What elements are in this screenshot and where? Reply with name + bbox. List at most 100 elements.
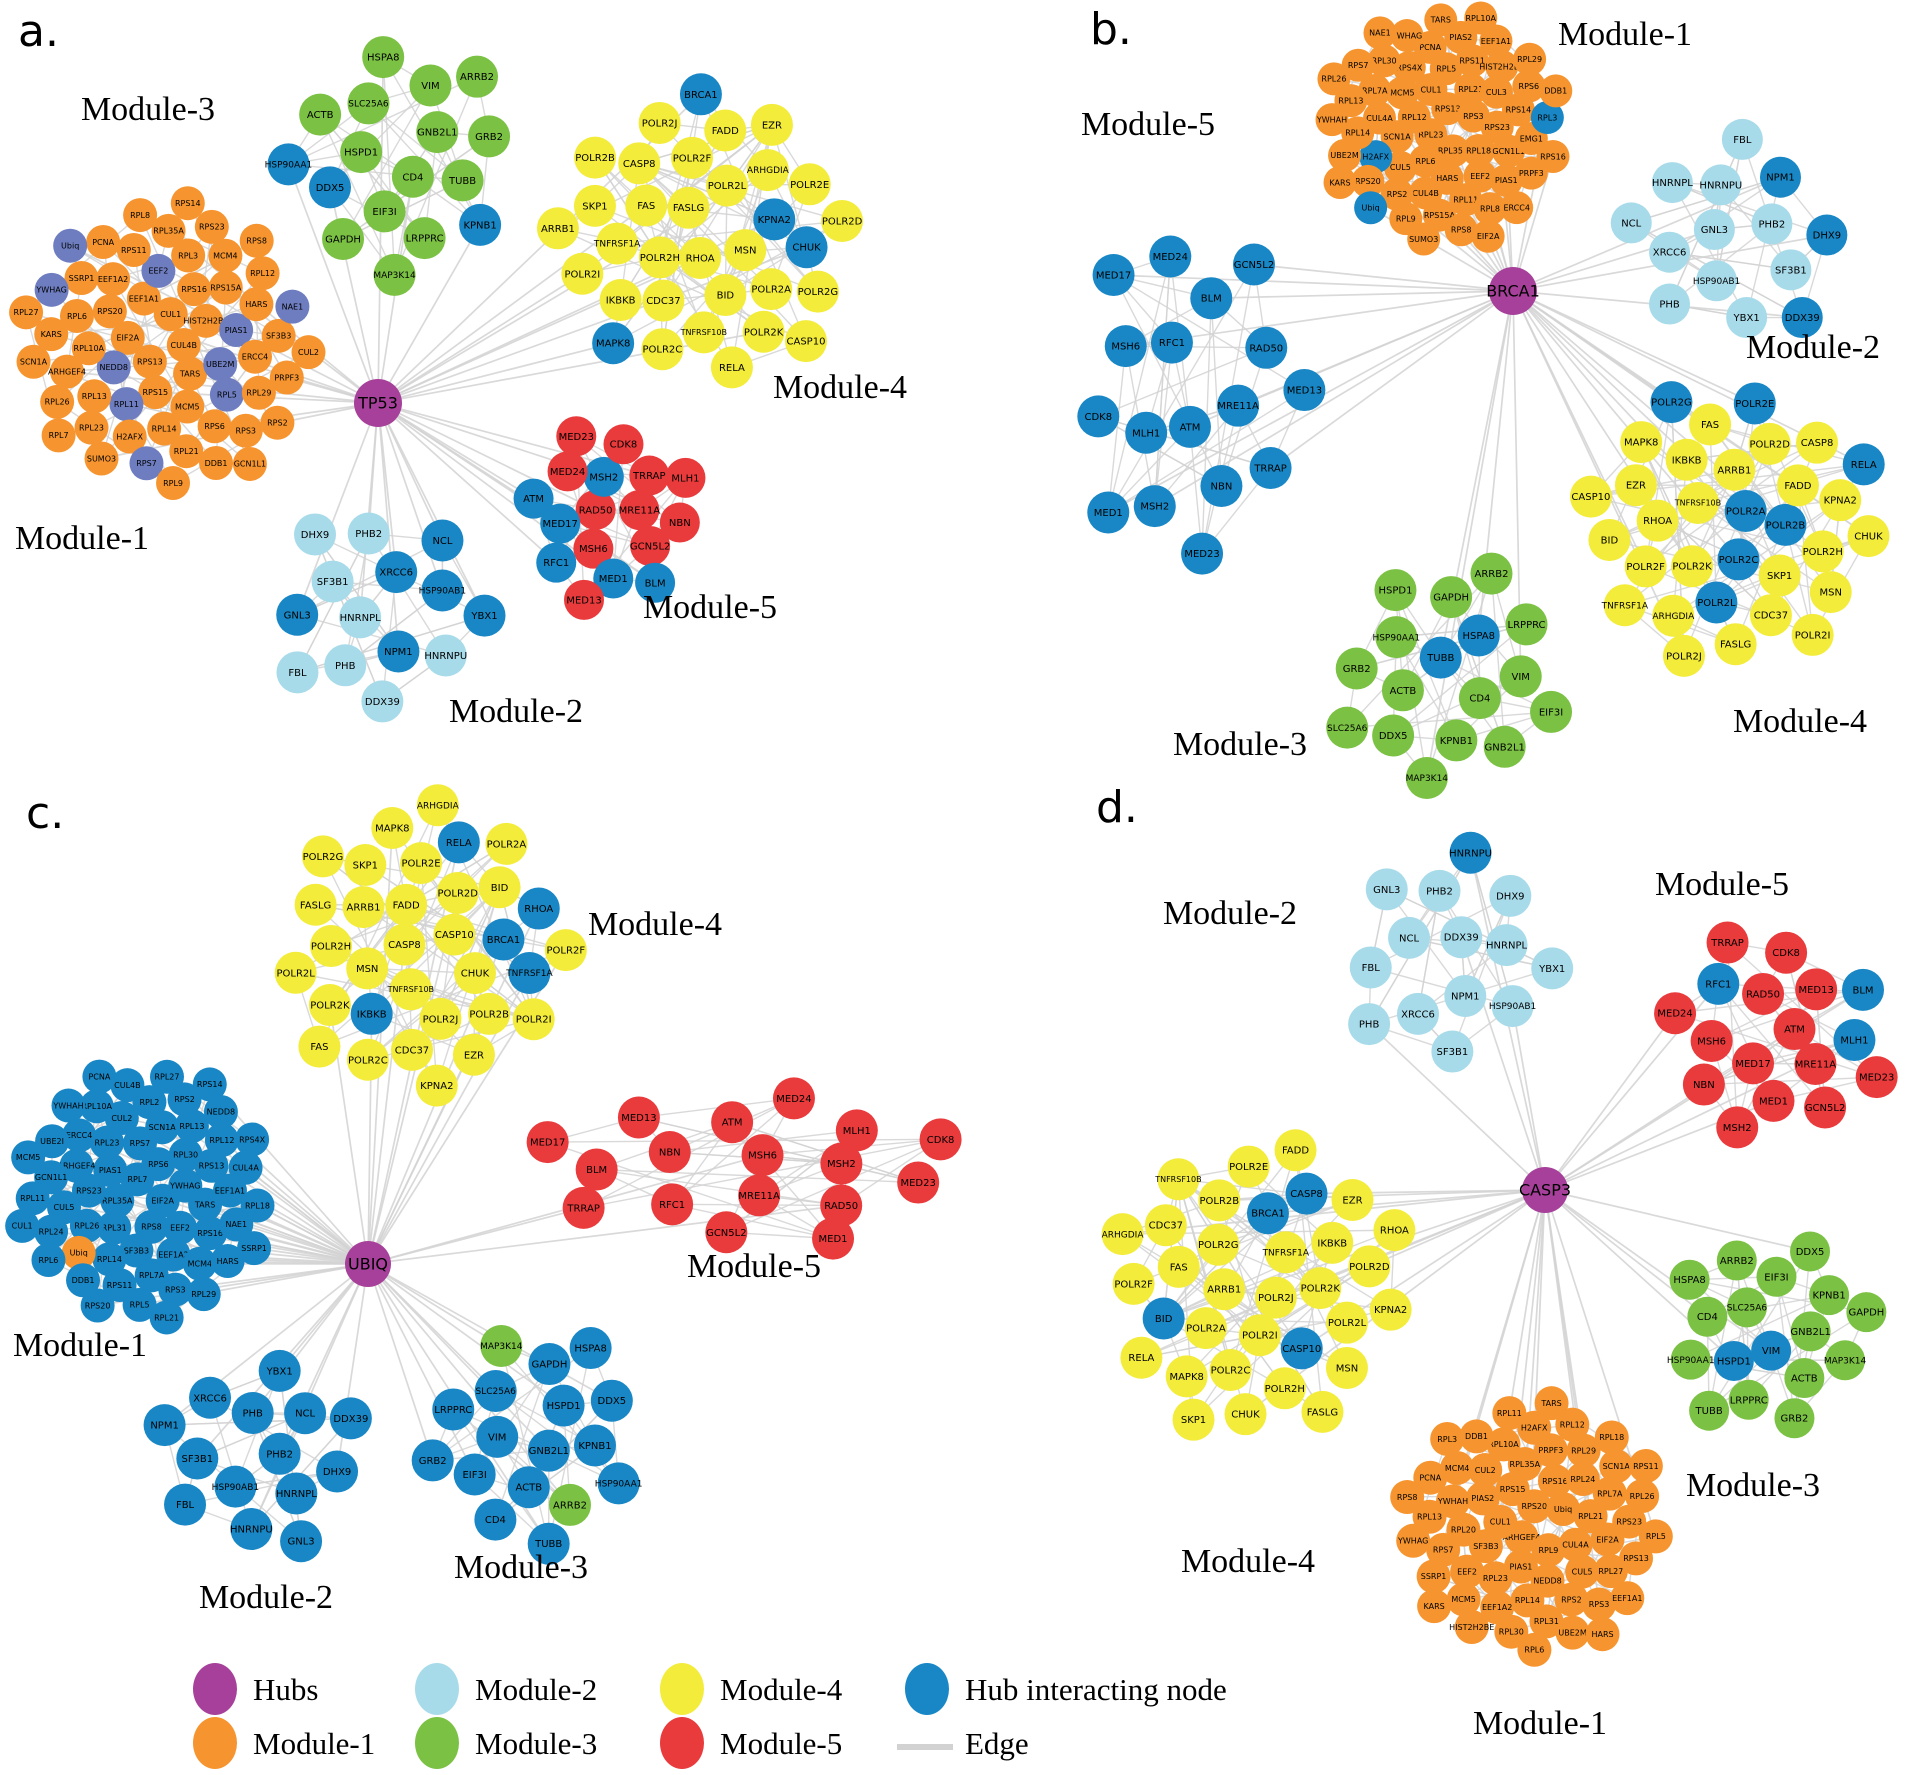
node-bid[interactable] <box>1588 518 1631 561</box>
node-rpl3[interactable] <box>1530 101 1564 135</box>
node-arhgef4[interactable] <box>59 1148 94 1183</box>
node-nedd8[interactable] <box>96 350 131 385</box>
node-casp10[interactable] <box>1569 475 1612 518</box>
node-dhx9[interactable] <box>1806 214 1848 256</box>
node-tnfrsf10b[interactable] <box>682 311 725 354</box>
node-polr2b[interactable] <box>468 992 511 1035</box>
node-rpl10a[interactable] <box>1486 1427 1521 1462</box>
node-phb[interactable] <box>324 644 367 687</box>
node-rps8[interactable] <box>239 223 274 258</box>
hub-node-casp3[interactable] <box>1522 1167 1568 1213</box>
node-rpl26[interactable] <box>40 384 75 419</box>
node-mcm5[interactable] <box>1446 1582 1481 1617</box>
node-cul4a[interactable] <box>1558 1527 1593 1562</box>
node-sf3b1[interactable] <box>176 1437 219 1480</box>
node-hspd1[interactable] <box>1374 569 1417 612</box>
node-rhoa[interactable] <box>1373 1209 1416 1252</box>
node-rpl8[interactable] <box>123 198 158 233</box>
node-ikbkb[interactable] <box>599 278 642 321</box>
node-kpna2[interactable] <box>1819 479 1862 522</box>
node-fas[interactable] <box>1689 403 1732 446</box>
node-arrb2[interactable] <box>1716 1240 1757 1281</box>
node-arhgdia[interactable] <box>416 784 459 827</box>
node-rpl23[interactable] <box>90 1125 125 1160</box>
node-fadd[interactable] <box>704 109 747 152</box>
node-gcn5l2[interactable] <box>1804 1086 1847 1129</box>
node-polr2e[interactable] <box>788 163 831 206</box>
node-ube2m[interactable] <box>1555 1615 1590 1650</box>
node-nae1[interactable] <box>275 289 310 324</box>
node-rpl3[interactable] <box>1430 1421 1465 1456</box>
node-faslg[interactable] <box>294 883 337 926</box>
node-fbl[interactable] <box>1721 118 1763 160</box>
node-tars[interactable] <box>188 1187 223 1222</box>
node-ddx39[interactable] <box>329 1397 372 1440</box>
node-msn[interactable] <box>346 947 389 990</box>
node-rps6[interactable] <box>197 409 232 444</box>
node-rpl13[interactable] <box>1412 1499 1447 1534</box>
node-polr2d[interactable] <box>1748 422 1791 465</box>
node-hnrnpl[interactable] <box>275 1472 318 1515</box>
node-polr2i[interactable] <box>561 252 604 295</box>
node-polr2g[interactable] <box>301 835 344 878</box>
node-polr2g[interactable] <box>796 270 839 313</box>
node-polr2h[interactable] <box>638 236 681 279</box>
node-pcna[interactable] <box>82 1059 117 1094</box>
node-mcm5[interactable] <box>11 1140 46 1175</box>
node-eef2[interactable] <box>141 253 176 288</box>
node-ddb1[interactable] <box>199 446 234 481</box>
node-rps16[interactable] <box>193 1216 228 1251</box>
hub-node-brca1[interactable] <box>1489 267 1537 315</box>
node-kpna2[interactable] <box>753 198 796 241</box>
node-actb[interactable] <box>1381 669 1424 712</box>
node-kpna2[interactable] <box>1369 1288 1412 1331</box>
node-arrb1[interactable] <box>1713 448 1756 491</box>
node-polr2c[interactable] <box>1717 538 1760 581</box>
node-tars[interactable] <box>1534 1386 1569 1421</box>
node-rad50[interactable] <box>575 489 616 530</box>
node-polr2l[interactable] <box>1326 1301 1369 1344</box>
node-rpl23[interactable] <box>74 410 109 445</box>
node-gnl3[interactable] <box>280 1520 323 1563</box>
node-arrb1[interactable] <box>342 886 385 929</box>
node-nbn[interactable] <box>648 1131 691 1174</box>
node-rpl26[interactable] <box>1317 62 1351 96</box>
node-rela[interactable] <box>1120 1336 1163 1379</box>
node-gnb2l1[interactable] <box>1790 1311 1831 1352</box>
node-rpl5[interactable] <box>209 377 244 412</box>
hub-node-tp53[interactable] <box>354 379 402 427</box>
node-med13[interactable] <box>1283 369 1326 412</box>
node-mlh1[interactable] <box>1125 411 1168 454</box>
node-rpl21[interactable] <box>169 434 204 469</box>
node-polr2g[interactable] <box>1197 1223 1240 1266</box>
node-polr2d[interactable] <box>1348 1245 1391 1288</box>
node-actb[interactable] <box>1784 1358 1825 1399</box>
node-rpl14[interactable] <box>92 1242 127 1277</box>
node-rps13[interactable] <box>194 1148 229 1183</box>
node-hspd1[interactable] <box>340 131 383 174</box>
node-scn1a[interactable] <box>145 1110 180 1145</box>
node-cul1[interactable] <box>153 297 188 332</box>
node-slc25a6[interactable] <box>347 82 390 125</box>
node-kpnb1[interactable] <box>459 203 502 246</box>
node-ube2i[interactable] <box>35 1124 70 1159</box>
node-ncl[interactable] <box>1388 916 1431 959</box>
node-polr2f[interactable] <box>1112 1262 1155 1305</box>
node-vim[interactable] <box>1499 655 1542 698</box>
node-polr2e[interactable] <box>1227 1145 1270 1188</box>
node-polr2j[interactable] <box>1662 634 1705 677</box>
node-ybx1[interactable] <box>1726 297 1768 339</box>
node-skp1[interactable] <box>344 843 387 886</box>
node-dhx9[interactable] <box>316 1450 359 1493</box>
node-rpl27[interactable] <box>9 295 44 330</box>
node-polr2j[interactable] <box>1254 1276 1297 1319</box>
node-tubb[interactable] <box>1419 636 1462 679</box>
node-med1[interactable] <box>1087 491 1130 534</box>
node-grb2[interactable] <box>1335 647 1378 690</box>
node-map3k14[interactable] <box>1825 1340 1866 1381</box>
node-rps7[interactable] <box>1426 1532 1461 1567</box>
node-polr2j[interactable] <box>419 997 462 1040</box>
node-rpl27[interactable] <box>149 1059 184 1094</box>
node-ikbkb[interactable] <box>1311 1221 1354 1264</box>
node-rps13[interactable] <box>1619 1541 1654 1576</box>
